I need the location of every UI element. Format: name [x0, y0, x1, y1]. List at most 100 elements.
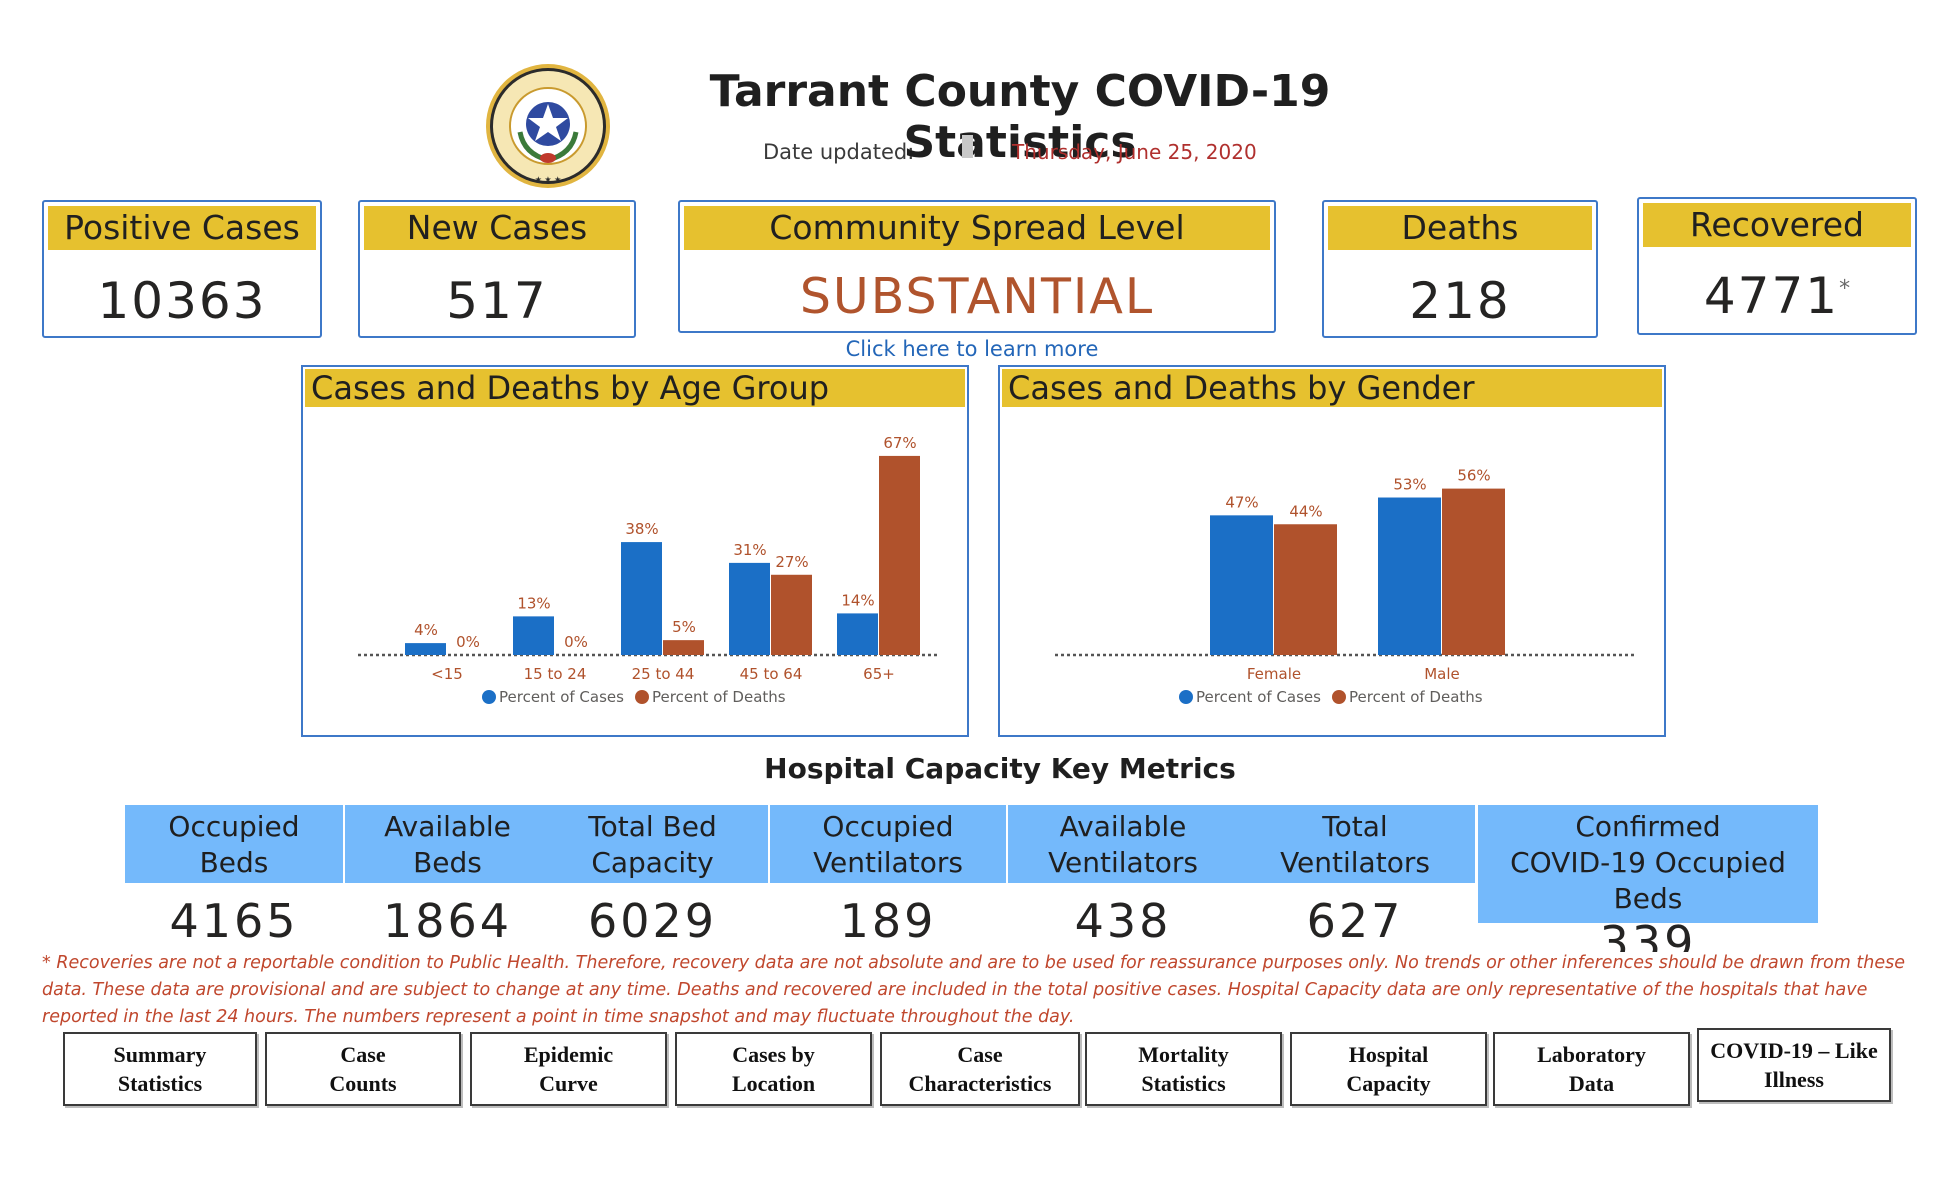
occupied-beds-value: 4165 — [169, 894, 299, 948]
occupied-beds-label: Occupied Beds — [168, 810, 300, 879]
age-chart-title: Cases and Deaths by Age Group — [305, 369, 965, 407]
nav-cases-by-location-button[interactable]: Cases by Location — [675, 1032, 872, 1106]
available-beds-label: Available Beds — [384, 810, 511, 879]
occupied-ventilators-value: 189 — [839, 894, 937, 948]
legend-marker-deaths — [635, 690, 649, 704]
data-label: 0% — [564, 633, 588, 651]
svg-text:★ ★ ★: ★ ★ ★ — [535, 175, 562, 184]
category-tick-label: 65+ — [863, 665, 895, 683]
total-ventilators-label: Total Ventilators — [1280, 810, 1430, 879]
category-tick-label: Male — [1424, 665, 1460, 683]
bar-cases — [513, 616, 554, 655]
county-seal-logo: ★ ★ ★ — [486, 64, 610, 188]
bar-cases — [621, 542, 662, 655]
bar-cases — [1378, 497, 1441, 655]
new-cases-value: 517 — [446, 272, 548, 330]
total-bed-capacity-value: 6029 — [587, 894, 718, 948]
date-updated-value: Thursday, June 25, 2020 — [1012, 140, 1257, 164]
legend-label: Percent of Deaths — [652, 688, 786, 706]
recovered-value-wrap: 4771* — [1639, 267, 1915, 325]
total-ventilators-value: 627 — [1306, 894, 1404, 948]
nav-laboratory-data-button[interactable]: Laboratory Data — [1493, 1032, 1690, 1106]
total-ventilators-header: Total Ventilators — [1240, 805, 1470, 883]
date-updated-label: Date updated: — [763, 140, 915, 164]
data-label: 13% — [517, 594, 550, 612]
legend-label: Percent of Deaths — [1349, 688, 1483, 706]
bar-cases — [1210, 515, 1273, 655]
occupied-ventilators-header: Occupied Ventilators — [770, 805, 1006, 883]
new-cases-card: New Cases 517 — [358, 200, 636, 338]
disclaimer-text: * Recoveries are not a reportable condit… — [42, 953, 1905, 1027]
data-label: 31% — [733, 541, 766, 559]
deaths-value: 218 — [1409, 272, 1511, 330]
age-group-chart-panel: Cases and Deaths by Age Group 4% 0% <15 13%… — [301, 365, 969, 737]
recovered-label: Recovered — [1643, 203, 1911, 247]
available-ventilators-label: Available Ventilators — [1048, 810, 1198, 879]
covid-occupied-beds-value-clip: 339 — [1478, 922, 1818, 952]
occupied-ventilators-label: Occupied Ventilators — [813, 810, 963, 879]
covid-occupied-beds-value: 339 — [1599, 922, 1697, 952]
category-tick-label: 15 to 24 — [524, 665, 587, 683]
legend-marker-cases — [482, 690, 496, 704]
data-label: 44% — [1289, 502, 1322, 520]
available-beds-header: Available Beds — [345, 805, 550, 883]
positive-cases-value: 10363 — [97, 272, 267, 330]
bar-cases — [729, 562, 770, 655]
gender-chart-panel: Cases and Deaths by Gender 47% 44% Female 5… — [998, 365, 1666, 737]
community-spread-card[interactable]: Community Spread Level SUBSTANTIAL — [678, 200, 1276, 333]
new-cases-label: New Cases — [364, 206, 630, 250]
bar-deaths — [663, 640, 704, 655]
covid-occupied-beds-label: Confirmed COVID-19 Occupied Beds — [1510, 810, 1786, 915]
data-label: 14% — [841, 591, 874, 609]
community-spread-value: SUBSTANTIAL — [799, 268, 1155, 325]
total-bed-capacity-label: Total Bed Capacity — [588, 810, 717, 879]
learn-more-link[interactable]: Click here to learn more — [845, 337, 1099, 361]
available-beds-value: 1864 — [382, 894, 513, 948]
data-label: 27% — [775, 553, 808, 571]
data-label: 67% — [883, 434, 916, 452]
gender-chart: 47% 44% Female 53% 56% Male Percent of Cases Pe… — [1055, 467, 1637, 706]
ventilators-group-header — [1008, 805, 1475, 883]
nav-case-counts-button[interactable]: Case Counts — [265, 1032, 461, 1106]
nav-mortality-statistics-button[interactable]: Mortality Statistics — [1085, 1032, 1282, 1106]
nav-epidemic-curve-button[interactable]: Epidemic Curve — [470, 1032, 667, 1106]
available-ventilators-header: Available Ventilators — [1008, 805, 1238, 883]
occupied-beds-header: Occupied Beds — [125, 805, 343, 883]
recovered-value: 4771 — [1703, 267, 1840, 325]
positive-cases-label: Positive Cases — [48, 206, 316, 250]
data-label: 47% — [1225, 493, 1258, 511]
beds-group-header — [345, 805, 768, 883]
available-ventilators-value: 438 — [1074, 894, 1172, 948]
deaths-card: Deaths 218 — [1322, 200, 1598, 338]
category-tick-label: <15 — [431, 665, 463, 683]
community-spread-label: Community Spread Level — [684, 206, 1270, 250]
bar-deaths — [771, 574, 812, 655]
nav-summary-statistics-button[interactable]: Summary Statistics — [63, 1032, 257, 1106]
bar-cases — [837, 613, 878, 655]
data-label: 0% — [456, 633, 480, 651]
positive-cases-card: Positive Cases 10363 — [42, 200, 322, 338]
category-tick-label: 25 to 44 — [632, 665, 695, 683]
bar-deaths — [1274, 524, 1337, 655]
legend-marker-cases — [1179, 690, 1193, 704]
nav-hospital-capacity-button[interactable]: Hospital Capacity — [1290, 1032, 1487, 1106]
hospital-section-title: Hospital Capacity Key Metrics — [764, 752, 1236, 785]
date-slider-handle[interactable] — [962, 135, 973, 158]
legend-label: Percent of Cases — [1196, 688, 1321, 706]
covid-occupied-beds-header: Confirmed COVID-19 Occupied Beds — [1478, 805, 1818, 923]
deaths-label: Deaths — [1328, 206, 1592, 250]
total-bed-capacity-header: Total Bed Capacity — [555, 805, 750, 883]
bar-cases — [405, 643, 446, 655]
recovered-card: Recovered 4771* — [1637, 197, 1917, 335]
nav-case-characteristics-button[interactable]: Case Characteristics — [880, 1032, 1080, 1106]
category-tick-label: 45 to 64 — [740, 665, 803, 683]
legend-label: Percent of Cases — [499, 688, 624, 706]
data-label: 38% — [625, 520, 658, 538]
nav-covid-like-illness-button[interactable]: COVID-19 – Like Illness — [1697, 1028, 1891, 1102]
age-group-chart: 4% 0% <15 13% 0% 15 to 24 38% 5% 25 to 44 31% 27% 4… — [358, 434, 940, 706]
data-label: 53% — [1393, 476, 1426, 494]
data-label: 4% — [414, 621, 438, 639]
recovered-footnote-marker: * — [1839, 276, 1851, 302]
bar-deaths — [879, 455, 920, 655]
legend-marker-deaths — [1332, 690, 1346, 704]
